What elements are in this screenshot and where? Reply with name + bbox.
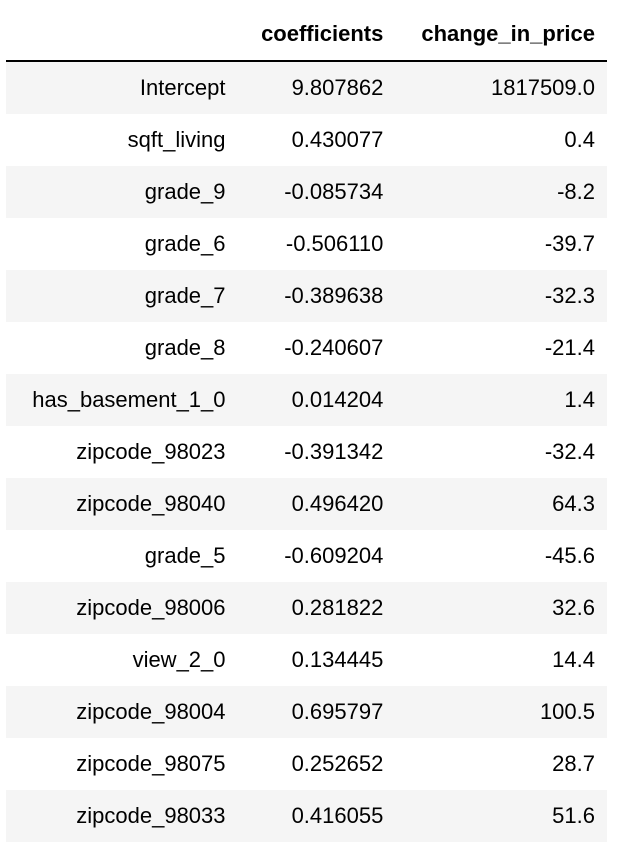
table-row: zipcode_98023 -0.391342 -32.4: [6, 426, 607, 478]
change-in-price-value: 100.5: [539, 699, 595, 724]
header-index: [6, 8, 238, 62]
table-row: Intercept 9.807862 1817509.0: [6, 61, 607, 114]
table-header: coefficients change_in_price: [6, 8, 607, 62]
coefficient-value: -0.506110: [285, 231, 384, 256]
row-index-label: zipcode_98006: [76, 595, 226, 620]
table-row: grade_5 -0.609204 -45.6: [6, 530, 607, 582]
change-in-price-value: 0.4: [564, 127, 595, 152]
table-row: grade_8 -0.240607 -21.4: [6, 322, 607, 374]
change-in-price-value: -45.6: [544, 543, 595, 568]
row-index-label: Intercept: [139, 75, 226, 100]
row-index-label: zipcode_98004: [76, 699, 226, 724]
coefficient-value: -0.240607: [284, 335, 384, 360]
coefficient-value: 0.496420: [291, 491, 384, 516]
coefficient-value: 0.134445: [291, 647, 384, 672]
header-change-in-price: change_in_price: [395, 8, 607, 62]
header-coefficients: coefficients: [237, 8, 396, 62]
change-in-price-value: -8.2: [557, 179, 595, 204]
row-index-label: has_basement_1_0: [32, 387, 226, 412]
row-index-label: zipcode_98040: [76, 491, 226, 516]
coefficient-value: 0.695797: [291, 699, 384, 724]
table-row: sqft_living 0.430077 0.4: [6, 114, 607, 166]
table-row: grade_7 -0.389638 -32.3: [6, 270, 607, 322]
change-in-price-value: 28.7: [552, 751, 595, 776]
change-in-price-value: 1817509.0: [491, 75, 595, 100]
row-index-label: grade_8: [144, 335, 226, 360]
table-row: has_basement_1_0 0.014204 1.4: [6, 374, 607, 426]
row-index-label: zipcode_98075: [76, 751, 226, 776]
table-row: zipcode_98075 0.252652 28.7: [6, 738, 607, 790]
table-row: grade_6 -0.506110 -39.7: [6, 218, 607, 270]
change-in-price-value: 64.3: [552, 491, 595, 516]
row-index-label: sqft_living: [127, 127, 226, 152]
header-row: coefficients change_in_price: [6, 8, 607, 62]
coefficient-value: -0.085734: [284, 179, 384, 204]
coefficient-value: 0.430077: [291, 127, 384, 152]
table-body: Intercept 9.807862 1817509.0 sqft_living…: [6, 61, 607, 842]
coefficient-value: -0.609204: [284, 543, 384, 568]
row-index-label: grade_6: [144, 231, 226, 256]
row-index-label: zipcode_98033: [76, 803, 226, 828]
row-index-label: view_2_0: [132, 647, 226, 672]
change-in-price-value: -32.3: [544, 283, 595, 308]
coefficients-dataframe: coefficients change_in_price Intercept 9…: [6, 8, 607, 842]
coefficient-value: 0.281822: [291, 595, 384, 620]
change-in-price-value: 14.4: [552, 647, 595, 672]
coefficient-value: 0.416055: [291, 803, 384, 828]
change-in-price-value: -39.7: [544, 231, 595, 256]
change-in-price-value: -32.4: [544, 439, 595, 464]
row-index-label: grade_7: [144, 283, 226, 308]
coefficient-value: 0.014204: [291, 387, 384, 412]
table-row: zipcode_98040 0.496420 64.3: [6, 478, 607, 530]
table-row: zipcode_98006 0.281822 32.6: [6, 582, 607, 634]
table-row: grade_9 -0.085734 -8.2: [6, 166, 607, 218]
change-in-price-value: 1.4: [564, 387, 595, 412]
table-row: view_2_0 0.134445 14.4: [6, 634, 607, 686]
change-in-price-value: 51.6: [552, 803, 595, 828]
coefficient-value: -0.389638: [284, 283, 384, 308]
change-in-price-value: 32.6: [552, 595, 595, 620]
change-in-price-value: -21.4: [544, 335, 595, 360]
row-index-label: zipcode_98023: [76, 439, 226, 464]
row-index-label: grade_9: [144, 179, 226, 204]
table-row: zipcode_98033 0.416055 51.6: [6, 790, 607, 842]
table-row: zipcode_98004 0.695797 100.5: [6, 686, 607, 738]
coefficient-value: -0.391342: [284, 439, 384, 464]
coefficient-value: 9.807862: [291, 75, 384, 100]
row-index-label: grade_5: [144, 543, 226, 568]
coefficient-value: 0.252652: [291, 751, 384, 776]
